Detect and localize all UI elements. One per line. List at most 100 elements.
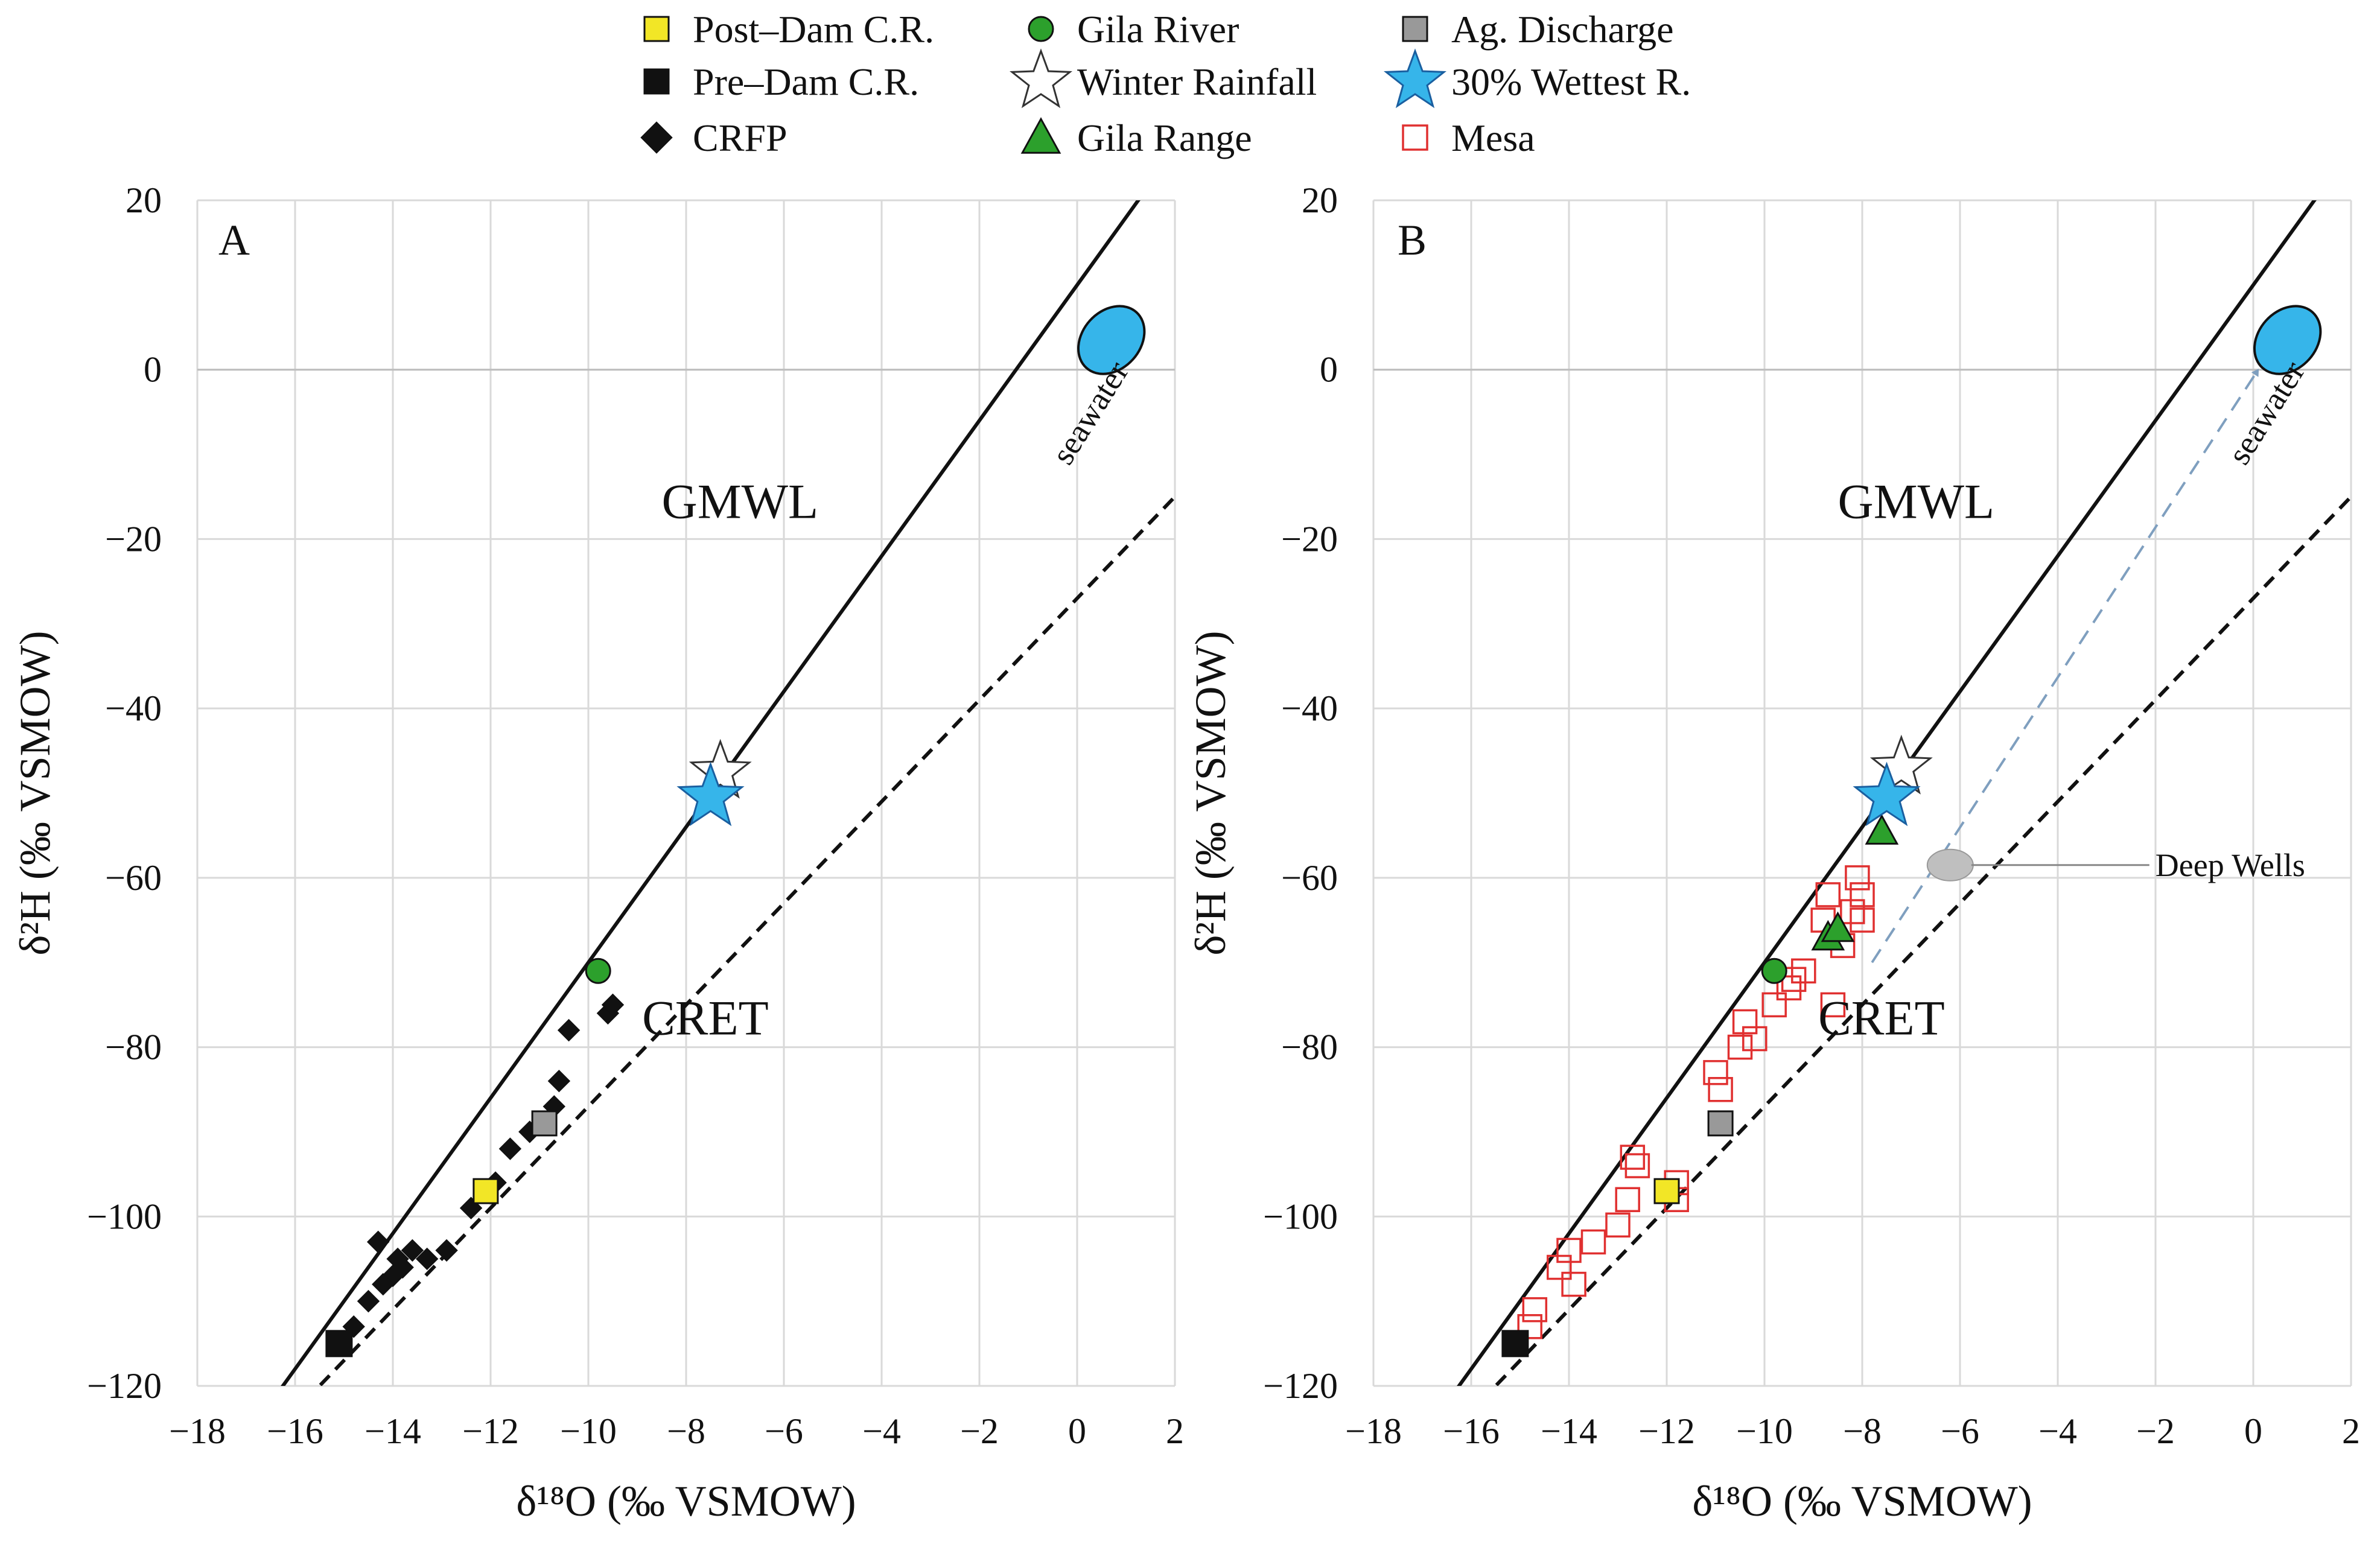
panel-a-seawater-label: seawater — [1045, 355, 1136, 471]
panel-a-point-gila_river — [585, 958, 611, 984]
panel-a-xtick-label: −10 — [560, 1411, 617, 1451]
panel-b-point-mesa — [1620, 1145, 1646, 1170]
panel-a-point-crfp — [357, 1289, 380, 1313]
panel-a-series-pre_dam — [325, 1330, 353, 1358]
panel-b-letter: B — [1398, 216, 1427, 264]
panel-b-cret-line — [1493, 495, 2351, 1386]
panel-b-series-pre_dam — [1501, 1330, 1529, 1358]
legend: Post–Dam C.R. Pre–Dam C.R. CRFP Gila River W… — [640, 8, 1691, 159]
legend-label-ag_discharge: Ag. Discharge — [1451, 8, 1674, 51]
panel-a-ytick-label: −80 — [105, 1028, 162, 1067]
panel-b-point-ag_discharge — [1707, 1110, 1734, 1137]
panel-b-series-mesa — [1517, 865, 1875, 1339]
panel-a-ytick-label: −60 — [105, 858, 162, 898]
panel-b-series-post_dam — [1653, 1178, 1680, 1204]
panel-a-point-crfp — [415, 1247, 439, 1271]
panel-b-point-gila_range — [1865, 814, 1899, 845]
panel-a-series-winter_rainfall — [689, 739, 752, 799]
panel-a-ytick-label: −120 — [87, 1366, 162, 1406]
panel-b-point-gila_range — [1821, 911, 1855, 942]
panel-a-point-crfp — [372, 1272, 395, 1296]
panel-a-point-crfp — [401, 1239, 424, 1262]
panel-b-point-mesa — [1850, 882, 1875, 907]
legend-label-gila_river: Gila River — [1077, 8, 1239, 51]
panel-a-series-wettest — [676, 761, 745, 827]
legend-label-winter_rainfall: Winter Rainfall — [1077, 60, 1317, 103]
panel-b-point-mesa — [1522, 1297, 1548, 1323]
panel-a-xtick-label: −12 — [462, 1411, 519, 1451]
panel-b-point-mesa — [1561, 1271, 1586, 1297]
panel-a-point-pre_dam — [325, 1330, 353, 1358]
panel-b-xtick-label: −2 — [2136, 1411, 2175, 1451]
legend-marker-winter_rainfall — [1009, 48, 1073, 109]
panel-b-seawater-ellipse — [2253, 305, 2322, 375]
legend-marker-post_dam — [643, 16, 670, 42]
panel-b-ytick-label: 0 — [1320, 350, 1338, 390]
panel-b-point-mesa — [1776, 975, 1802, 1001]
panel-b-point-mesa — [1703, 1059, 1728, 1085]
panel-a-ytick-label: −100 — [87, 1196, 162, 1236]
panel-a-xtick-label: −4 — [862, 1411, 901, 1451]
panel-b-deep-wells-ellipse — [1926, 848, 1974, 882]
panel-b-point-mesa — [1556, 1237, 1582, 1263]
panel-a-gmwl-line — [281, 200, 1141, 1386]
panel-a-cret-label: CRET — [642, 991, 769, 1046]
panel-b-xtick-label: −8 — [1843, 1411, 1882, 1451]
legend-label-post_dam: Post–Dam C.R. — [693, 8, 934, 51]
panel-b-ytick-label: −60 — [1281, 858, 1338, 898]
panel-a-point-post_dam — [472, 1178, 499, 1204]
legend-marker-wettest — [1383, 48, 1447, 109]
panel-b-point-pre_dam — [1501, 1330, 1529, 1358]
panel-b-xtick-label: −12 — [1638, 1411, 1695, 1451]
panel-b-ytick-label: −80 — [1281, 1028, 1338, 1067]
panel-b-point-mesa — [1840, 899, 1865, 924]
panel-a-ytick-label: −40 — [105, 688, 162, 728]
panel-a-point-crfp — [366, 1230, 390, 1254]
panel-b-point-mesa — [1580, 1229, 1606, 1255]
panel-a-chart: −18 −16 −14 −12 −10 −8 −6 −4 −2 0 2−120−100−80−60−… — [11, 180, 1184, 1525]
legend-label-pre_dam: Pre–Dam C.R. — [693, 60, 919, 103]
panel-b-point-post_dam — [1653, 1178, 1680, 1204]
panel-b-point-mesa — [1815, 882, 1841, 907]
panel-b-point-mesa — [1850, 907, 1875, 933]
panel-b-series-gila_range — [1811, 814, 1899, 951]
panel-b-point-mesa — [1742, 1026, 1768, 1052]
panel-a-xtick-label: −8 — [667, 1411, 705, 1451]
panel-b-gmwl-line — [1457, 200, 2317, 1386]
panel-a-series-ag_discharge — [531, 1110, 558, 1137]
panel-a-point-crfp — [386, 1247, 409, 1271]
panel-b-xtick-label: 2 — [2342, 1411, 2360, 1451]
panel-a-ytick-label: 0 — [144, 350, 162, 390]
panel-a-seawater-ellipse — [1077, 305, 1146, 375]
panel-b-deep-wells-label: Deep Wells — [2156, 847, 2305, 883]
panel-b-xtick-label: −4 — [2038, 1411, 2077, 1451]
legend-marker-pre_dam — [643, 68, 670, 95]
panel-b-point-mesa — [1547, 1254, 1572, 1280]
panel-b-point-mesa — [1845, 865, 1870, 891]
legend-marker-gila_river — [1028, 16, 1054, 42]
panel-a-point-crfp — [547, 1070, 571, 1093]
legend-label-wettest: 30% Wettest R. — [1451, 60, 1691, 103]
panel-b-ytick-label: −20 — [1281, 519, 1338, 559]
panel-b-point-mesa — [1727, 1034, 1753, 1060]
legend-marker-crfp — [640, 121, 673, 154]
panel-a-y-axis-label: δ²H (‰ VSMOW) — [11, 631, 59, 955]
legend-marker-mesa — [1402, 124, 1428, 151]
panel-a-ytick-label: −20 — [105, 519, 162, 559]
panel-a-series-crfp — [342, 993, 625, 1338]
panel-a-series-post_dam — [472, 1178, 499, 1204]
panel-b-ytick-label: −40 — [1281, 688, 1338, 728]
panel-b-xtick-label: 0 — [2244, 1411, 2262, 1451]
panel-b-point-mesa — [1624, 1153, 1650, 1178]
panel-b-xtick-label: −16 — [1443, 1411, 1500, 1451]
panel-a-ytick-label: 20 — [126, 180, 162, 220]
panel-b-ytick-label: −120 — [1263, 1366, 1338, 1406]
panel-a-gmwl-label: GMWL — [662, 474, 819, 529]
panel-a-series-gila_river — [585, 958, 611, 984]
legend-label-mesa: Mesa — [1451, 116, 1535, 159]
panel-a-point-crfp — [498, 1137, 522, 1160]
panel-a-plot-area — [281, 200, 1175, 1386]
panel-a-xtick-label: −16 — [267, 1411, 323, 1451]
panel-b-point-mesa — [1615, 1187, 1640, 1212]
